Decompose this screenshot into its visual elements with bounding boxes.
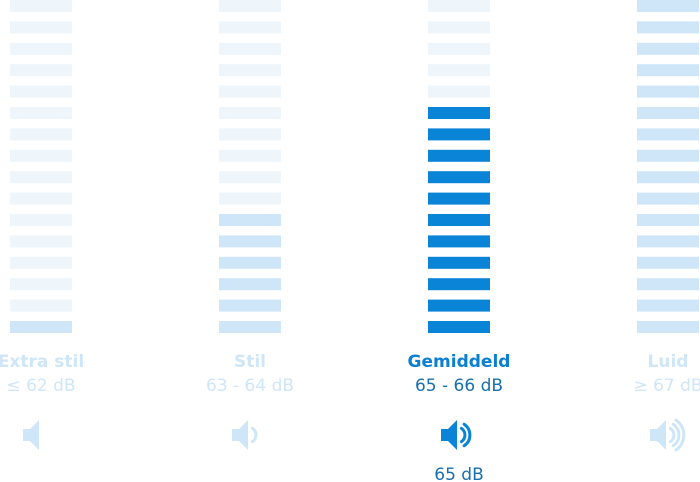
level-bar-empty: [10, 214, 72, 226]
level-bar-empty: [10, 85, 72, 98]
level-bar-empty: [219, 64, 281, 77]
speaker-icon: [650, 418, 686, 452]
level-bar-empty: [219, 21, 281, 34]
level-bar-filled: [428, 256, 490, 269]
level-bar-empty: [428, 0, 490, 12]
level-bar-empty: [428, 21, 490, 34]
level-bar-empty: [10, 192, 72, 205]
level-bar-empty: [219, 192, 281, 205]
level-bar-empty: [10, 128, 72, 141]
level-bar-filled: [219, 235, 281, 248]
level-bar-filled: [428, 128, 490, 141]
speaker-icon: [23, 420, 39, 450]
level-bar-empty: [10, 256, 72, 269]
level-label: Stil: [234, 352, 266, 372]
level-bar-empty: [219, 149, 281, 162]
level-bar-filled: [637, 128, 699, 141]
level-bar-empty: [428, 85, 490, 98]
level-bar-empty: [10, 21, 72, 34]
level-bar-filled: [637, 42, 699, 55]
level-bar-filled: [428, 278, 490, 291]
level-bar-empty: [219, 42, 281, 55]
level-bar-filled: [637, 107, 699, 119]
level-bar-filled: [428, 214, 490, 226]
level-bar-empty: [10, 149, 72, 162]
level-bar-filled: [10, 321, 72, 333]
level-bar-filled: [219, 321, 281, 333]
level-bar-filled: [637, 278, 699, 291]
level-bar-empty: [428, 42, 490, 55]
level-range: 63 - 64 dB: [206, 376, 294, 396]
level-bar-empty: [219, 0, 281, 12]
level-bar-filled: [637, 256, 699, 269]
level-bar-filled: [637, 149, 699, 162]
level-bar-empty: [219, 128, 281, 141]
level-bar-filled: [637, 85, 699, 98]
current-level: 65 dB: [434, 465, 484, 482]
level-bar-filled: [637, 21, 699, 34]
level-bar-empty: [10, 171, 72, 184]
level-bar-filled: [428, 171, 490, 184]
level-label: Luid: [648, 352, 689, 372]
level-bar-empty: [219, 171, 281, 184]
level-bar-filled: [637, 321, 699, 333]
level-bar-empty: [10, 278, 72, 291]
level-bar-filled: [637, 192, 699, 205]
level-bar-empty: [10, 0, 72, 12]
level-bar-filled: [428, 235, 490, 248]
level-bar-empty: [219, 85, 281, 98]
level-bar-filled: [637, 299, 699, 312]
level-label: Extra stil: [0, 352, 84, 372]
level-range: ≤ 62 dB: [6, 376, 75, 396]
level-bar-filled: [219, 278, 281, 291]
level-bar-filled: [637, 171, 699, 184]
level-bar-empty: [428, 64, 490, 77]
level-bar-empty: [10, 299, 72, 312]
level-bar-empty: [10, 235, 72, 248]
level-label: Gemiddeld: [408, 352, 511, 372]
level-range: ≥ 67 dB: [633, 376, 700, 396]
level-bar-empty: [10, 107, 72, 119]
level-range: 65 - 66 dB: [415, 376, 503, 396]
level-bar-filled: [428, 321, 490, 333]
speaker-icon: [441, 420, 472, 450]
level-bar-empty: [10, 42, 72, 55]
level-bar-empty: [10, 64, 72, 77]
level-bar-filled: [637, 0, 699, 12]
level-bar-filled: [219, 299, 281, 312]
level-bar-filled: [428, 149, 490, 162]
level-bar-empty: [219, 107, 281, 119]
level-bar-filled: [637, 64, 699, 77]
level-bar-filled: [637, 235, 699, 248]
level-bar-filled: [637, 214, 699, 226]
speaker-icon: [232, 420, 258, 450]
level-bar-filled: [219, 256, 281, 269]
level-bar-filled: [428, 192, 490, 205]
level-bar-filled: [219, 214, 281, 226]
level-bar-filled: [428, 299, 490, 312]
level-bar-filled: [428, 107, 490, 119]
